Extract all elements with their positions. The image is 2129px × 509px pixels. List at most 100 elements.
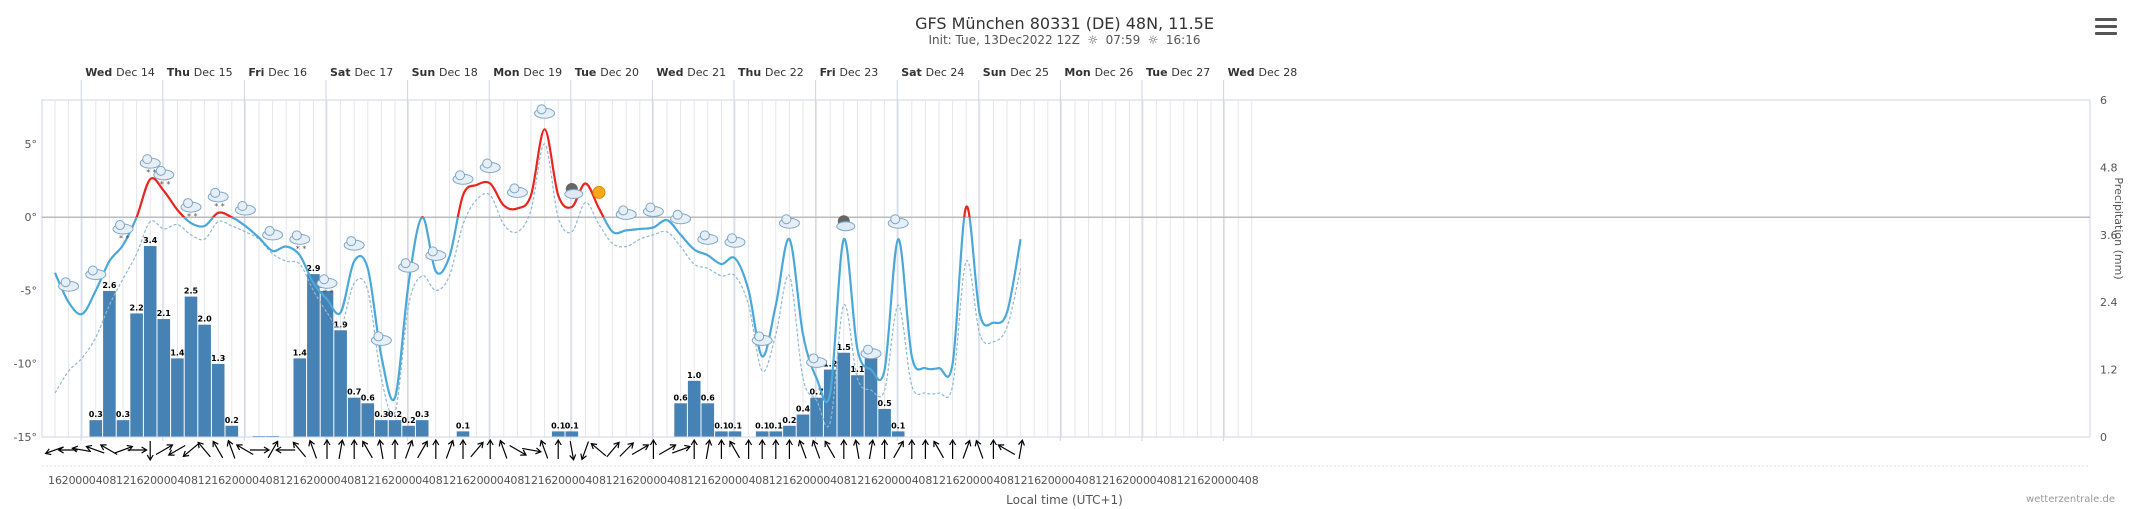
precip-bar-label: 1.0 xyxy=(687,371,702,380)
precip-bar-label: 0.1 xyxy=(891,421,906,430)
cloud-icon xyxy=(806,353,828,368)
wind-arrow-head xyxy=(44,448,52,456)
wind-arrow xyxy=(338,439,345,459)
precip-bar xyxy=(402,425,415,437)
wind-arrow xyxy=(71,445,92,453)
wind-arrow xyxy=(226,439,236,459)
wind-arrow-shaft xyxy=(606,442,619,458)
precip-bar xyxy=(116,420,130,437)
wind-arrow-shaft xyxy=(976,441,984,459)
hamburger-menu-icon[interactable] xyxy=(2095,18,2117,36)
wind-arrow-shaft xyxy=(868,441,874,459)
wind-arrow-head xyxy=(717,438,725,446)
wind-arrow-head xyxy=(772,438,780,446)
wind-arrow-shaft xyxy=(293,442,307,458)
x-hour-tick-label: 20 xyxy=(1204,474,1218,487)
x-hour-tick-label: 04 xyxy=(578,474,592,487)
x-hour-tick-label: 08 xyxy=(347,474,361,487)
wind-arrow xyxy=(933,440,945,459)
precip-bar-label: 0.6 xyxy=(701,393,716,402)
cloud-icon xyxy=(262,225,284,241)
x-hour-tick-label: 20 xyxy=(633,474,647,487)
wind-arrow xyxy=(785,438,793,459)
precip-bar xyxy=(674,403,687,437)
cloud-icon xyxy=(642,202,664,217)
wind-arrow-shaft xyxy=(569,441,574,459)
x-hour-tick-label: 00 xyxy=(75,474,89,487)
wind-arrow xyxy=(962,439,972,459)
day-label: Thu Dec 15 xyxy=(167,66,233,79)
precip-bar xyxy=(347,397,361,437)
wind-arrow-head xyxy=(580,453,587,461)
day-date: Dec 20 xyxy=(600,66,639,79)
wind-arrow-head xyxy=(308,439,315,447)
precip-bar xyxy=(375,420,388,437)
cloud-puff xyxy=(890,214,901,225)
x-hour-tick-label: 04 xyxy=(415,474,429,487)
day-name: Wed xyxy=(1228,66,1259,79)
x-hour-tick-label: 08 xyxy=(674,474,688,487)
cloud-puff xyxy=(699,230,710,241)
x-hour-tick-label: 20 xyxy=(1122,474,1136,487)
x-hour-tick-label: 00 xyxy=(973,474,987,487)
wind-arrow xyxy=(569,441,577,461)
day-name: Tue xyxy=(575,66,600,79)
wind-arrow-shaft xyxy=(309,441,318,459)
precip-bar xyxy=(130,313,143,437)
wind-arrow-head xyxy=(921,438,929,446)
x-hour-tick-label: 00 xyxy=(320,474,334,487)
wind-arrow xyxy=(1018,439,1025,459)
x-hour-tick-label: 08 xyxy=(184,474,198,487)
precip-bar xyxy=(361,403,375,437)
precip-bar xyxy=(837,352,851,437)
precip-bar xyxy=(878,408,891,437)
cloud-puff xyxy=(536,104,547,115)
cloud-icon xyxy=(724,233,746,248)
wind-arrow-head xyxy=(292,441,300,449)
wind-arrow xyxy=(853,439,860,459)
y-left-tick-label: -15° xyxy=(14,431,37,444)
x-hour-tick-label: 00 xyxy=(810,474,824,487)
x-hour-tick-label: 04 xyxy=(334,474,348,487)
precip-bar xyxy=(334,330,347,437)
day-label: Wed Dec 28 xyxy=(1228,66,1298,79)
wind-arrow-shaft xyxy=(73,447,92,453)
x-hour-tick-label: 16 xyxy=(1109,474,1123,487)
cloud-puff xyxy=(618,205,629,216)
day-date: Dec 26 xyxy=(1095,66,1134,79)
sunset-icon: ☼ xyxy=(1147,33,1159,47)
day-label: Mon Dec 19 xyxy=(493,66,562,79)
wind-arrow xyxy=(417,440,428,459)
precip-bar-label: 0.1 xyxy=(728,421,743,430)
wind-arrow xyxy=(445,439,455,459)
day-name: Thu xyxy=(167,66,194,79)
wind-arrow xyxy=(432,438,440,459)
cloud-puff xyxy=(455,170,465,181)
wind-arrow-shaft xyxy=(445,441,454,459)
wind-arrow-shaft xyxy=(631,444,648,456)
wind-arrow xyxy=(772,438,780,459)
wind-arrow xyxy=(522,447,542,455)
x-axis-title: Local time (UTC+1) xyxy=(1006,493,1123,507)
precip-bar-label: 0.2 xyxy=(388,410,402,419)
wind-arrow xyxy=(868,439,876,459)
dewpoint-line xyxy=(54,143,1022,428)
precip-bar-label: 0.6 xyxy=(361,393,376,402)
wind-arrow-head xyxy=(868,439,876,446)
day-label: Fri Dec 23 xyxy=(820,66,879,79)
precip-bar-label: 0.6 xyxy=(674,393,689,402)
cloud-icon xyxy=(778,214,800,229)
wind-arrow-head xyxy=(167,449,175,456)
cloud-snow-icon: * * xyxy=(139,154,161,177)
precip-bar-label: 2.0 xyxy=(198,315,213,324)
wind-arrow-head xyxy=(569,454,577,461)
day-date: Dec 21 xyxy=(687,66,726,79)
moon-cloud-icon xyxy=(836,215,856,232)
cloud-icon xyxy=(398,258,420,273)
credit-text[interactable]: wetterzentrale.de xyxy=(2026,494,2115,505)
day-date: Dec 25 xyxy=(1010,66,1049,79)
cloud-snow-icon: * * xyxy=(180,198,202,221)
cloud-puff xyxy=(142,154,153,165)
snow-flakes: * * xyxy=(187,212,198,221)
precip-bar-label: 0.3 xyxy=(374,410,388,419)
